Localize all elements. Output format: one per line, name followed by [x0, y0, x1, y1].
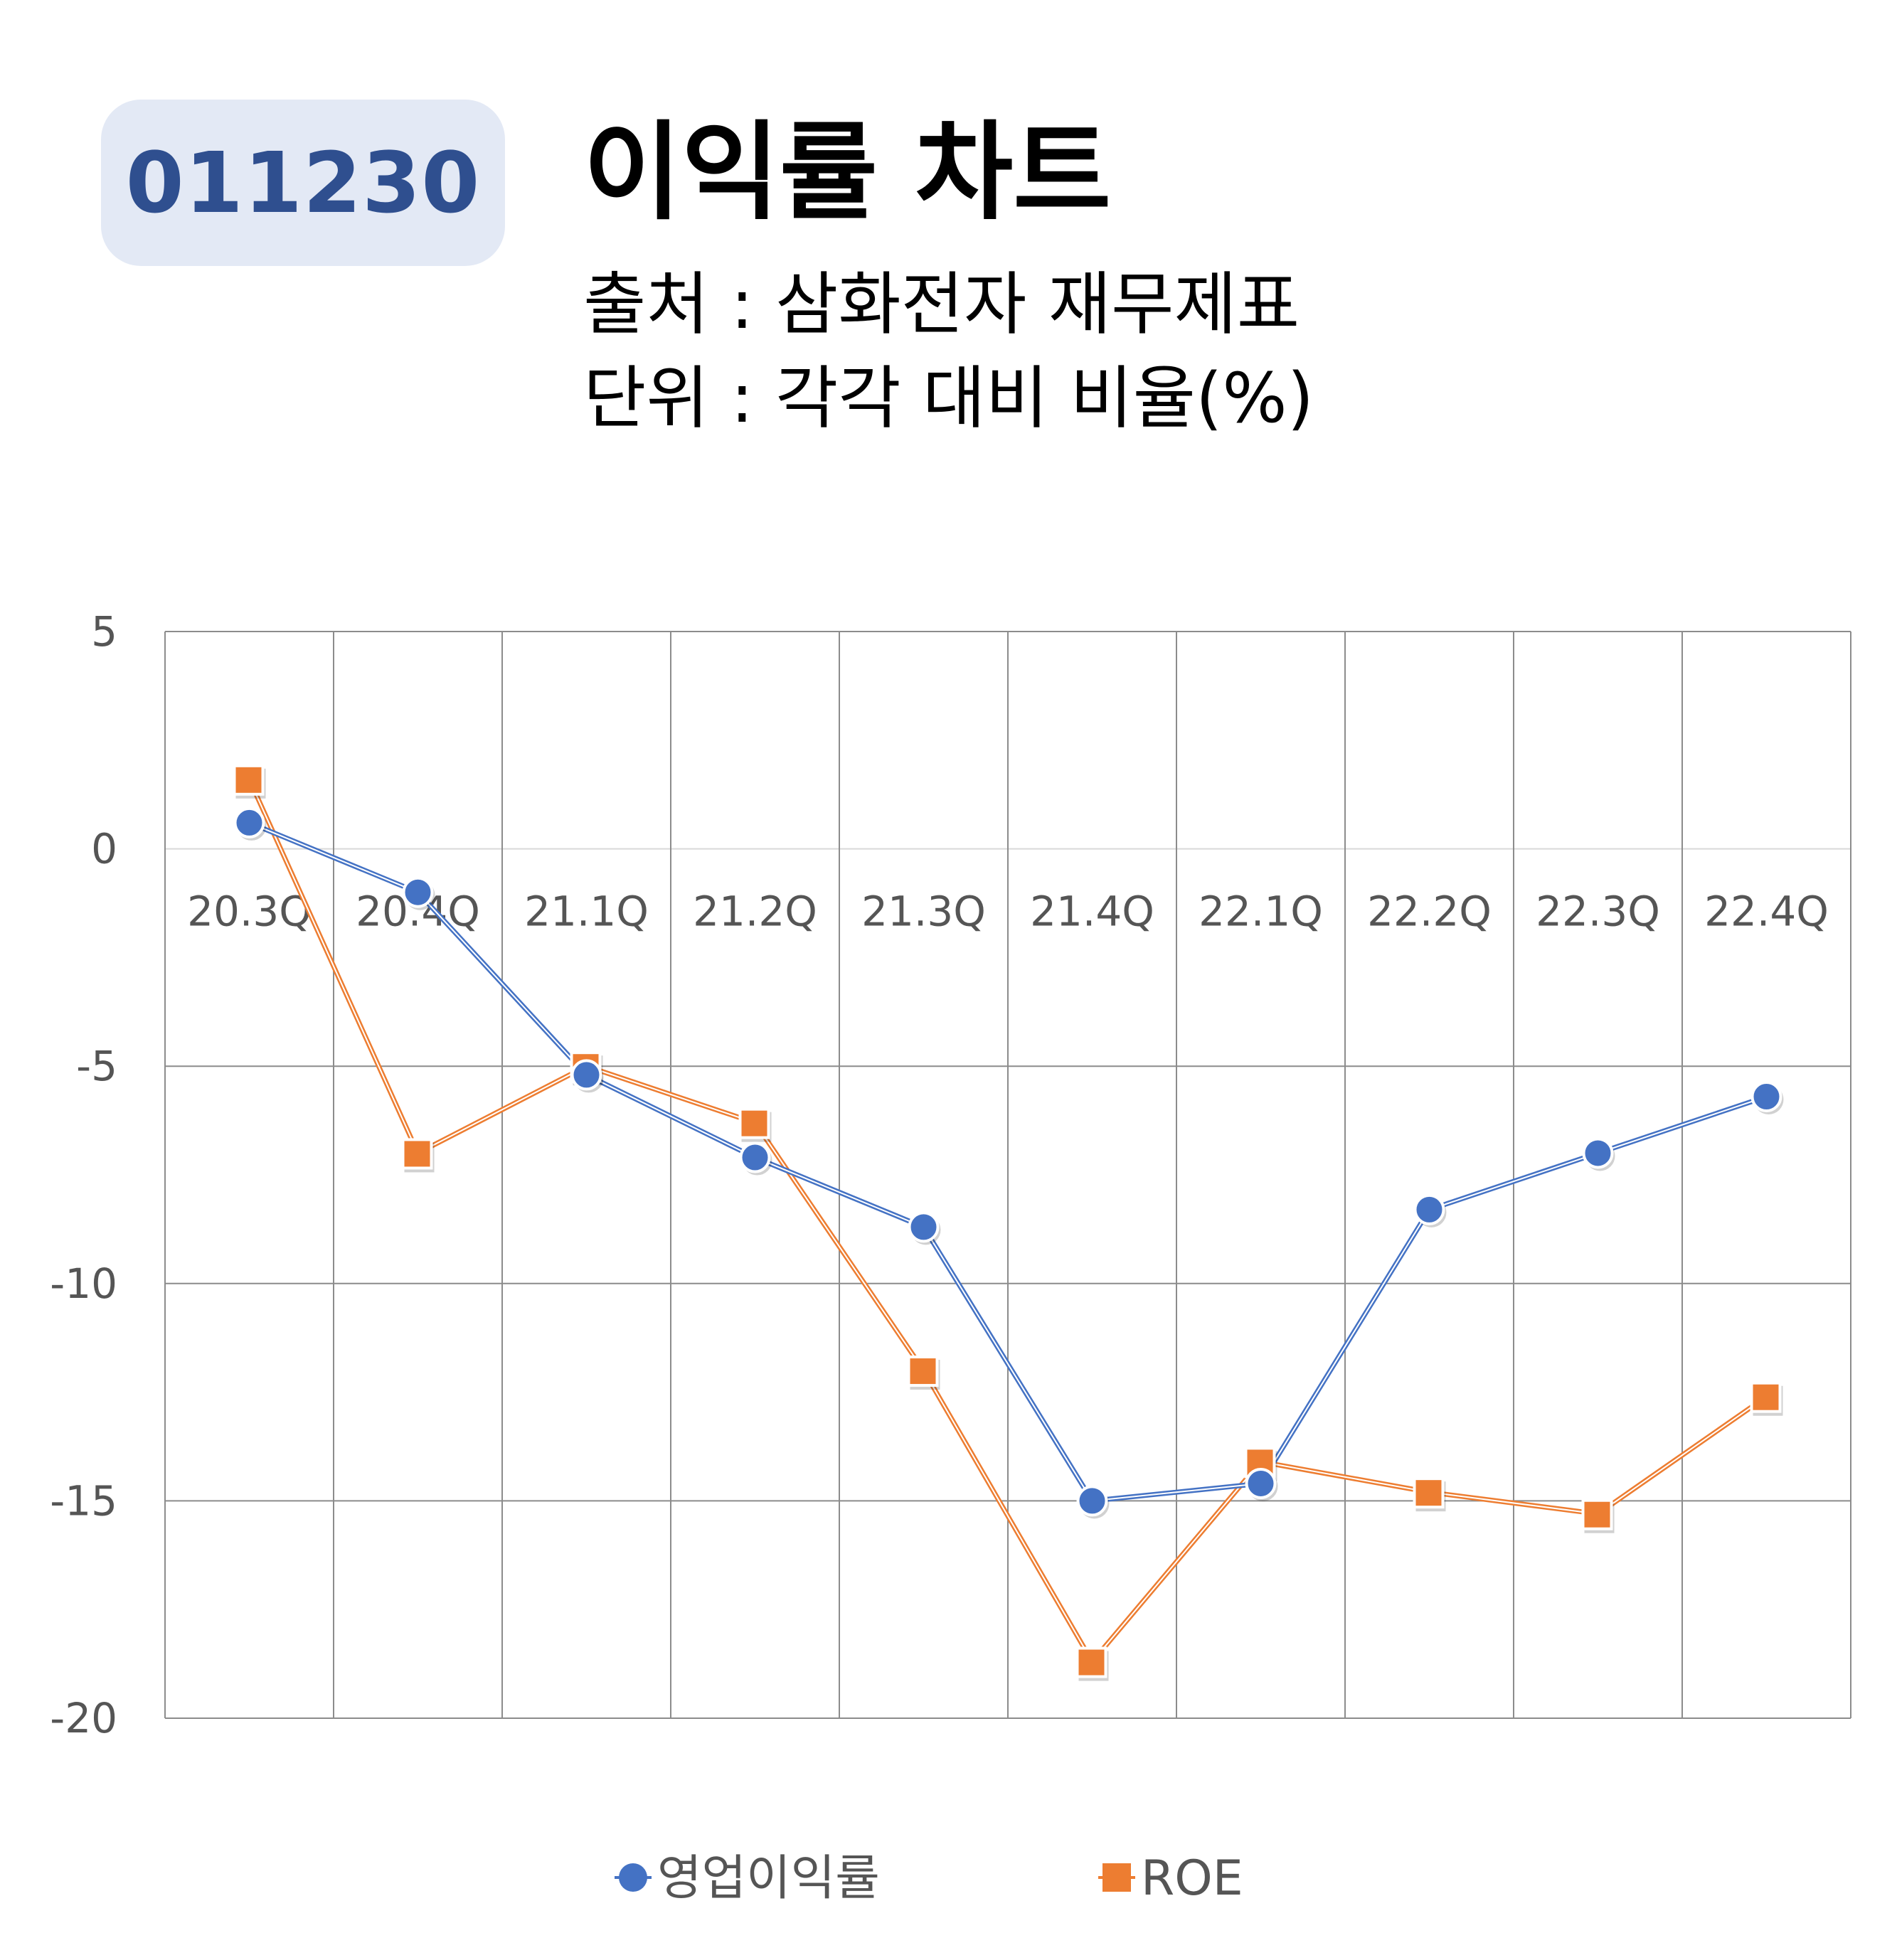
data-point — [908, 1211, 940, 1243]
data-point — [570, 1059, 602, 1091]
data-point — [1582, 1137, 1614, 1169]
y-tick-label: -10 — [50, 1259, 117, 1308]
legend-marker-square — [1102, 1863, 1131, 1892]
y-axis: 5 0 -5 -10 -15 -20 — [50, 607, 117, 1742]
data-point — [1413, 1193, 1445, 1225]
x-tick-label: 20.3Q — [187, 888, 312, 936]
chart-series — [233, 764, 1784, 1681]
data-point — [1245, 1467, 1277, 1499]
data-point — [402, 876, 434, 908]
data-point — [233, 806, 265, 838]
x-tick-label: 21.4Q — [1030, 888, 1154, 936]
data-point — [1750, 1080, 1782, 1112]
ticker-badge: 011230 — [101, 100, 505, 266]
data-point — [739, 1141, 771, 1173]
data-point — [233, 764, 265, 796]
y-tick-label: -15 — [50, 1476, 117, 1525]
x-tick-label: 21.2Q — [693, 888, 817, 936]
x-tick-label: 21.3Q — [861, 888, 986, 936]
x-axis: 20.3Q 20.4Q 21.1Q 21.2Q 21.3Q 21.4Q 22.1Q 22.2Q… — [187, 888, 1829, 936]
source-label: 출처 : 삼화전자 재무제표 — [583, 265, 1300, 344]
x-tick-label: 22.4Q — [1704, 888, 1829, 936]
data-point — [1581, 1498, 1613, 1530]
data-point — [1076, 1485, 1108, 1517]
data-point — [1413, 1477, 1445, 1509]
ticker-code: 011230 — [125, 134, 481, 232]
x-tick-label: 22.3Q — [1536, 888, 1660, 936]
data-point — [907, 1356, 939, 1388]
y-tick-label: 0 — [91, 825, 117, 873]
legend-label: 영업이익률 — [657, 1850, 880, 1907]
data-point — [401, 1138, 433, 1170]
legend-label: ROE — [1141, 1850, 1243, 1907]
chart-title: 이익률 차트 — [583, 111, 1112, 235]
y-tick-label: -5 — [76, 1042, 117, 1090]
x-tick-label: 21.1Q — [524, 888, 649, 936]
data-point — [738, 1107, 770, 1139]
data-point — [1750, 1381, 1782, 1413]
series-line-highlight — [249, 821, 1767, 1502]
chart-grid — [164, 631, 1851, 1719]
series-line-highlight — [248, 779, 1768, 1663]
chart-legend: 영업이익률 ROE — [615, 1850, 1243, 1907]
x-tick-label: 22.1Q — [1199, 888, 1323, 936]
x-tick-label: 22.2Q — [1367, 888, 1492, 936]
legend-marker-circle — [619, 1863, 647, 1892]
y-tick-label: -20 — [50, 1694, 117, 1742]
data-point — [1075, 1646, 1107, 1678]
y-tick-label: 5 — [91, 607, 117, 656]
unit-label: 단위 : 각각 대비 비율(%) — [583, 358, 1314, 438]
